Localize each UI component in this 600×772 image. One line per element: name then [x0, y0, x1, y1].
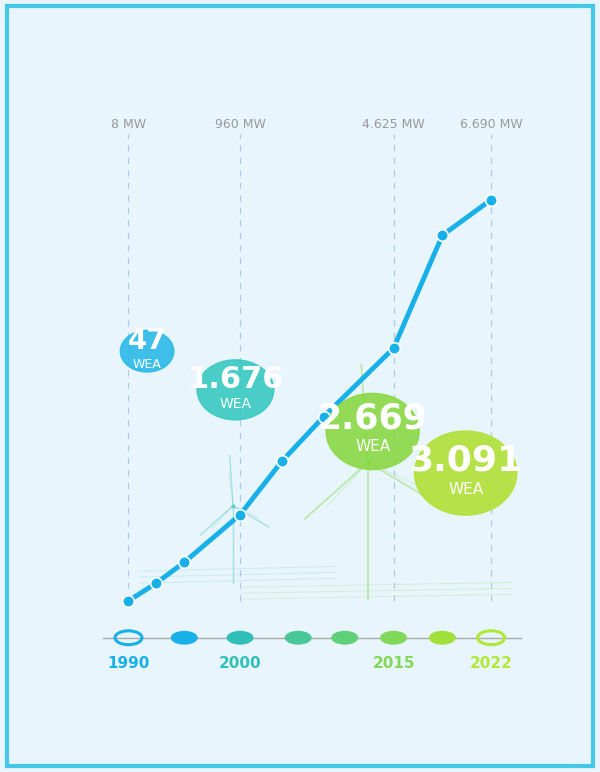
Text: 3.091: 3.091	[409, 443, 523, 477]
Ellipse shape	[326, 394, 419, 469]
Ellipse shape	[227, 631, 254, 645]
Text: 2000: 2000	[219, 655, 262, 671]
Text: WEA: WEA	[220, 397, 251, 411]
Text: 8 MW: 8 MW	[111, 118, 146, 131]
Text: 2015: 2015	[372, 655, 415, 671]
Text: 1990: 1990	[107, 655, 149, 671]
Text: 1.676: 1.676	[187, 364, 284, 394]
Ellipse shape	[285, 631, 311, 645]
Ellipse shape	[380, 631, 407, 645]
Text: 47: 47	[128, 327, 166, 354]
Point	[152, 577, 161, 589]
Text: 960 MW: 960 MW	[215, 118, 266, 131]
Point	[437, 229, 447, 242]
Ellipse shape	[121, 330, 174, 372]
Point	[319, 411, 329, 423]
Text: 4.625 MW: 4.625 MW	[362, 118, 425, 131]
Ellipse shape	[429, 631, 456, 645]
Text: WEA: WEA	[448, 482, 483, 497]
Text: 2.669: 2.669	[317, 401, 428, 435]
Text: WEA: WEA	[133, 357, 161, 371]
Ellipse shape	[197, 360, 274, 420]
Text: 6.690 MW: 6.690 MW	[460, 118, 523, 131]
Text: WEA: WEA	[355, 439, 390, 455]
Point	[124, 594, 133, 607]
Point	[277, 455, 287, 467]
Point	[389, 342, 398, 354]
Point	[487, 194, 496, 206]
Ellipse shape	[171, 631, 198, 645]
Ellipse shape	[415, 431, 517, 515]
Ellipse shape	[331, 631, 358, 645]
Point	[235, 509, 245, 521]
Text: 2022: 2022	[470, 655, 512, 671]
Point	[179, 556, 189, 568]
